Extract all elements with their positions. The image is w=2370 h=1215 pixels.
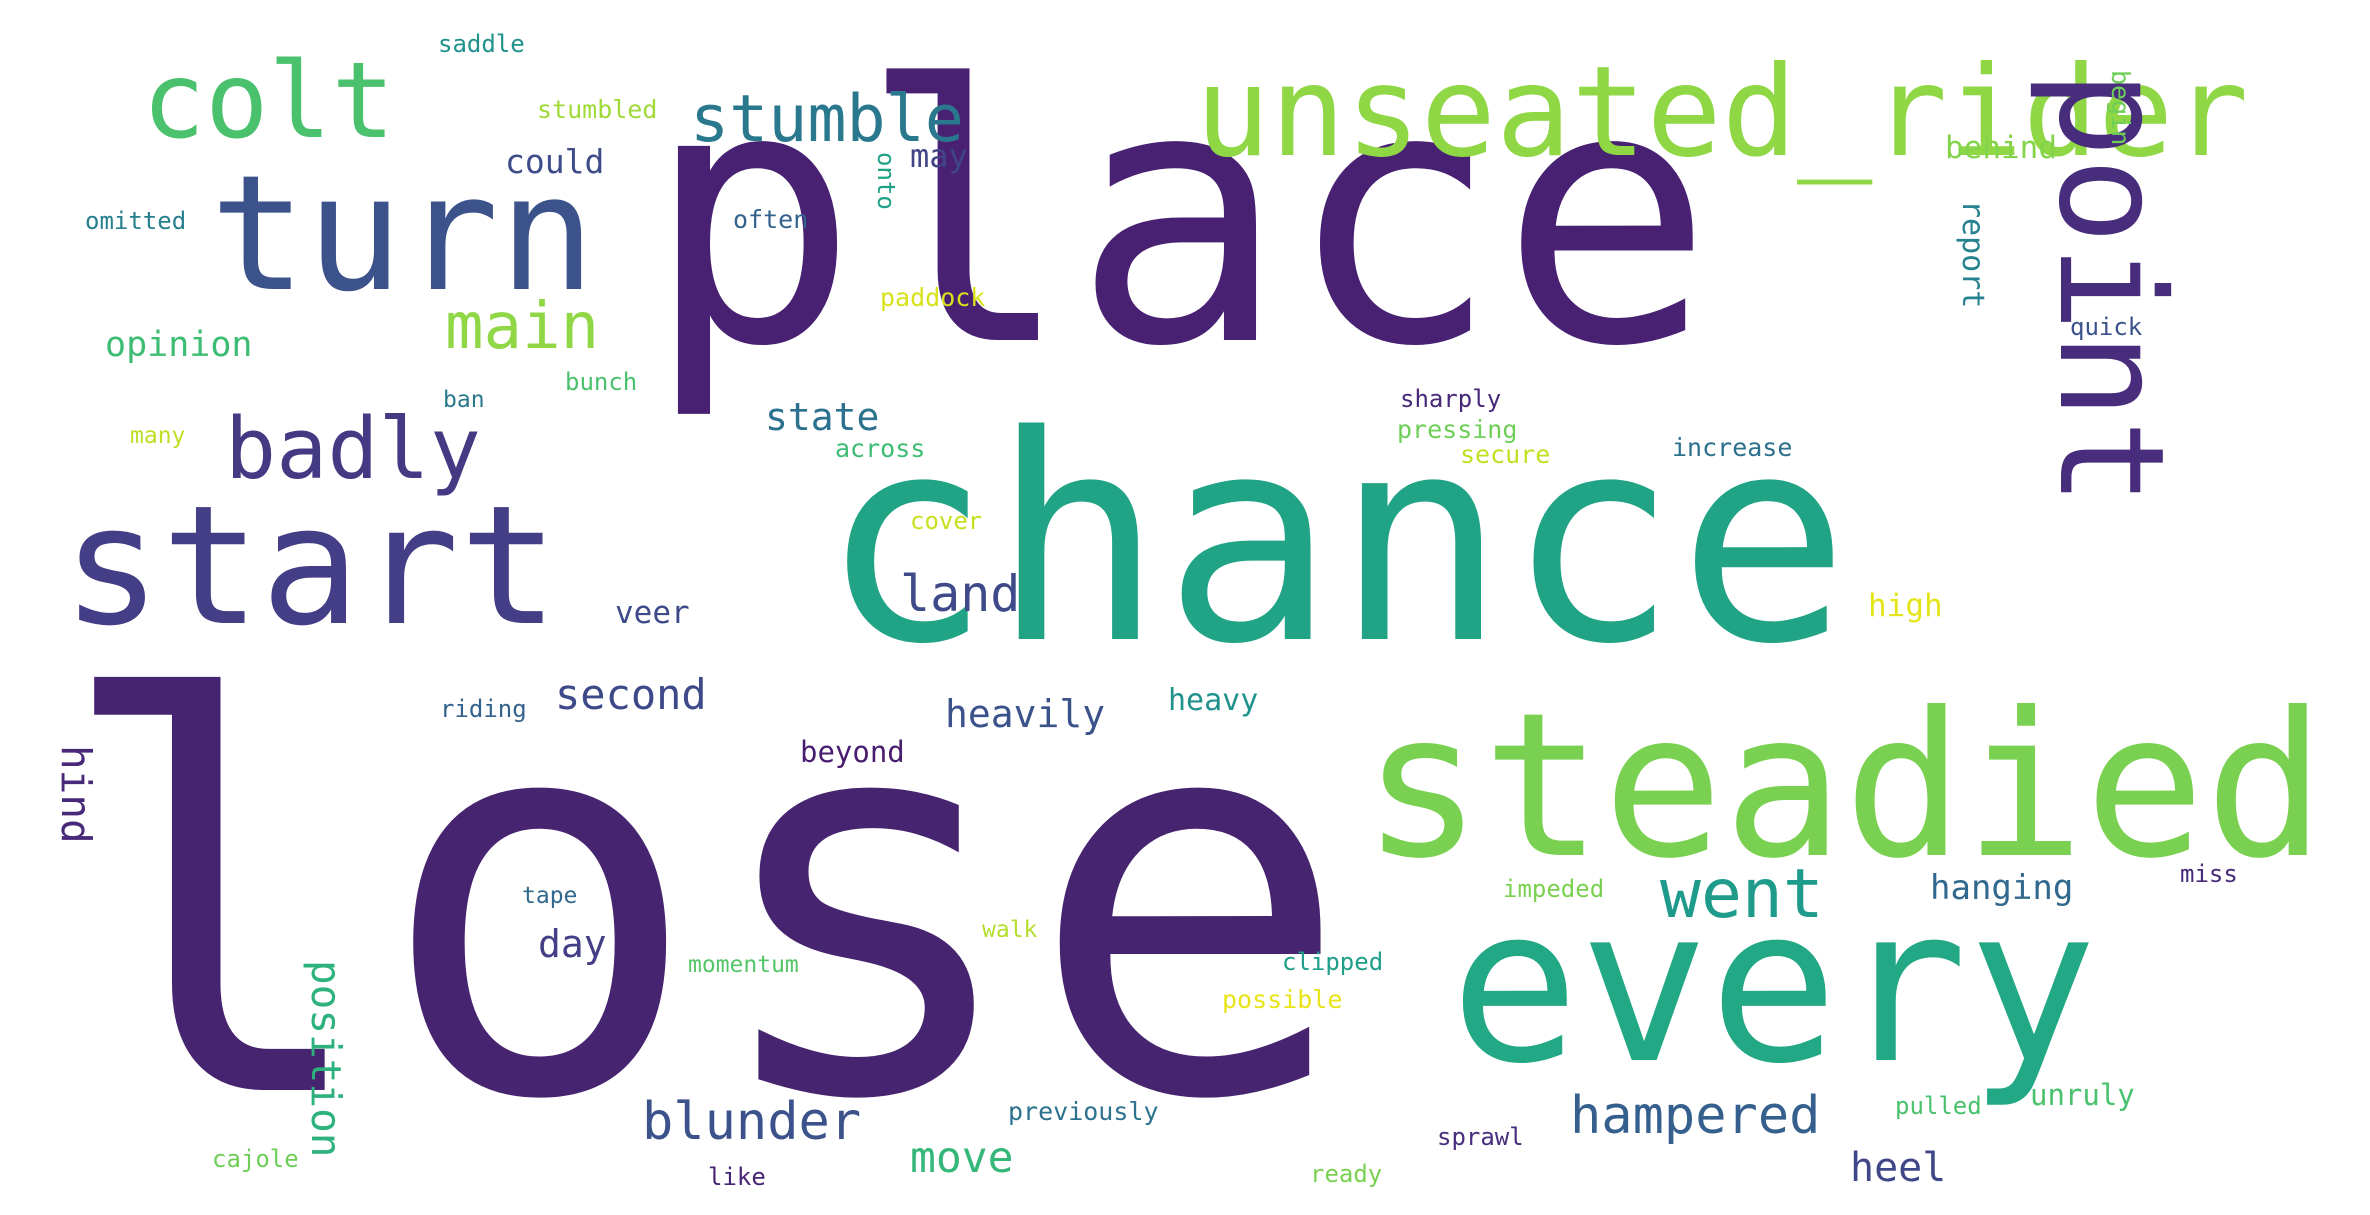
word-riding: riding — [440, 695, 527, 723]
word-secure: secure — [1460, 440, 1550, 469]
word-onto: onto — [872, 152, 900, 210]
word-stumble: stumble — [690, 82, 964, 157]
word-often: often — [733, 205, 808, 234]
word-heavily: heavily — [945, 692, 1105, 736]
word-ban: ban — [443, 387, 485, 413]
word-sharply: sharply — [1400, 385, 1501, 413]
word-cover: cover — [910, 507, 982, 535]
word-hanging: hanging — [1930, 868, 2073, 908]
word-position: position — [302, 960, 350, 1157]
word-momentum: momentum — [688, 952, 799, 978]
word-second: second — [555, 670, 707, 719]
word-hind: hind — [52, 745, 100, 844]
word-possible: possible — [1222, 985, 1342, 1014]
word-report: report — [1955, 200, 1990, 308]
word-hampered: hampered — [1570, 1086, 1820, 1146]
word-veer: veer — [615, 595, 690, 631]
word-many: many — [130, 423, 185, 449]
word-stumbled: stumbled — [537, 95, 657, 124]
word-saddle: saddle — [438, 30, 525, 58]
word-could: could — [505, 142, 604, 181]
word-tape: tape — [522, 883, 577, 909]
word-heavy: heavy — [1168, 683, 1258, 718]
word-quick: quick — [2070, 313, 2143, 341]
word-heel: heel — [1850, 1145, 1946, 1191]
word-move: move — [910, 1133, 1014, 1183]
word-cajole: cajole — [212, 1145, 299, 1173]
word-increase: increase — [1672, 433, 1792, 462]
word-main: main — [445, 290, 599, 364]
word-badly: badly — [225, 400, 481, 499]
word-paddock: paddock — [880, 283, 985, 312]
word-miss: miss — [2180, 860, 2238, 888]
word-went: went — [1660, 855, 1824, 934]
word-like: like — [708, 1163, 766, 1191]
word-sprawl: sprawl — [1437, 1123, 1524, 1151]
word-start: start — [62, 470, 559, 662]
word-walk: walk — [982, 917, 1038, 943]
word-bunch: bunch — [565, 368, 637, 396]
word-behind: behind — [1945, 130, 2057, 166]
word-omitted: omitted — [85, 207, 186, 235]
word-unruly: unruly — [2030, 1078, 2135, 1112]
word-land: land — [900, 565, 1020, 623]
word-chance: chance — [820, 375, 1850, 707]
word-pressing: pressing — [1397, 415, 1517, 444]
word-across: across — [835, 434, 925, 463]
word-unseated-rider: unseated_rider — [1195, 40, 2249, 185]
word-place: place — [645, 10, 1714, 424]
word-impeded: impeded — [1503, 875, 1604, 903]
word-previously: previously — [1008, 1097, 1159, 1126]
word-every: every — [1450, 860, 2097, 1111]
word-begin: begin — [2106, 70, 2135, 145]
word-pulled: pulled — [1895, 1092, 1982, 1120]
word-ready: ready — [1310, 1160, 1382, 1188]
word-blunder: blunder — [642, 1092, 861, 1152]
word-may: may — [910, 137, 968, 175]
word-point: point — [2026, 70, 2195, 507]
word-lose: lose — [52, 590, 1352, 1215]
word-day: day — [538, 922, 607, 966]
word-opinion: opinion — [105, 325, 253, 365]
word-beyond: beyond — [800, 735, 905, 769]
word-clipped: clipped — [1282, 948, 1383, 976]
word-turn: turn — [210, 140, 595, 327]
word-high: high — [1868, 588, 1943, 624]
word-state: state — [765, 395, 879, 439]
word-steadied: steadied — [1362, 670, 2325, 903]
word-colt: colt — [142, 40, 395, 162]
